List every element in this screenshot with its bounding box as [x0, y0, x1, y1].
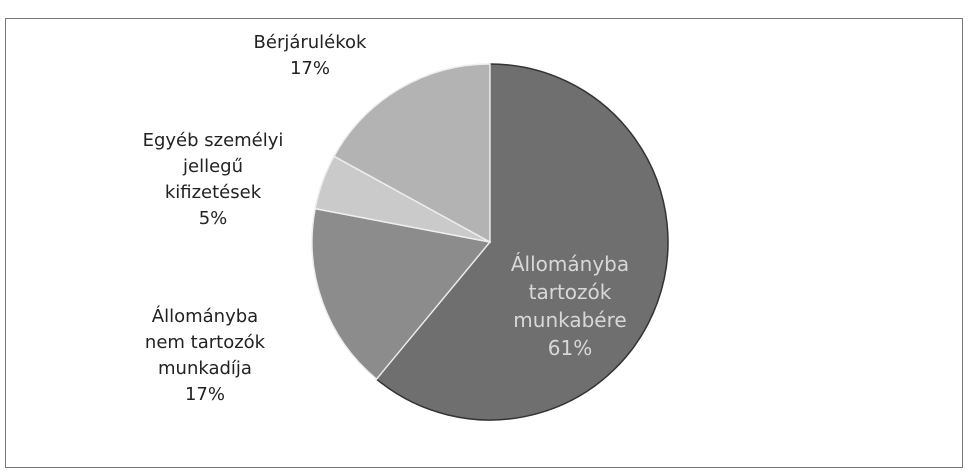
slice-name: Állományba nem tartozók munkadíja — [144, 306, 266, 379]
slice-value: 17% — [289, 58, 330, 79]
slice-label: Állományba tartozók munkabére 61% — [475, 250, 665, 362]
slice-value: 5% — [198, 208, 228, 229]
pie-slice — [311, 207, 492, 381]
slice-value: 17% — [184, 384, 225, 405]
slice-label: Egyéb személyi jellegű kifizetések 5% — [118, 128, 308, 232]
chart-frame — [5, 18, 963, 468]
slice-name: Állományba tartozók munkabére — [510, 252, 630, 332]
slice-label: Állományba nem tartozók munkadíja 17% — [110, 304, 300, 408]
slice-value: 61% — [547, 336, 593, 360]
pie-slice — [375, 63, 669, 421]
slice-name: Egyéb személyi jellegű kifizetések — [142, 130, 284, 203]
slice-name: Bérjárulékok — [253, 32, 367, 53]
pie-slice — [332, 63, 491, 244]
slice-label: Bérjárulékok 17% — [215, 30, 405, 82]
